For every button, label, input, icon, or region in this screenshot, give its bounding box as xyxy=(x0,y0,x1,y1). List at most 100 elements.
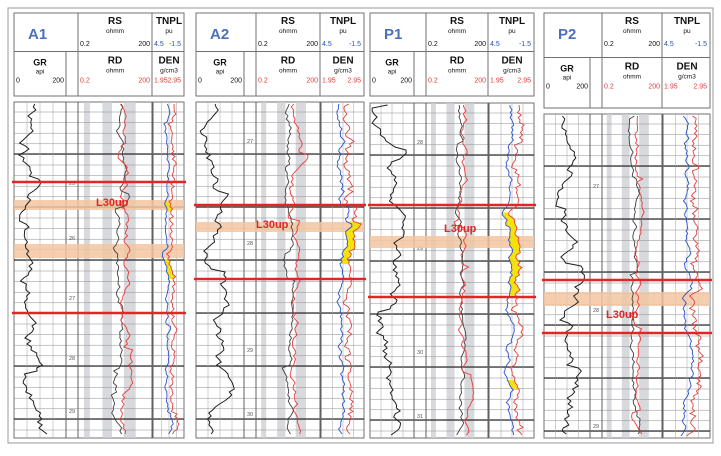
tnpl-scale-max: -1.5 xyxy=(169,41,181,48)
den-track-name: DEN xyxy=(501,56,522,67)
rs-track-unit: ohmm xyxy=(106,28,124,35)
den-track-unit: g/cm3 xyxy=(503,68,521,75)
gr-scale-min: 0 xyxy=(372,78,376,85)
gr-track-name: GR xyxy=(33,58,47,68)
gr-curve xyxy=(555,115,585,435)
gr-scale-max: 200 xyxy=(576,84,588,91)
den-track-name: DEN xyxy=(332,56,353,67)
gr-track-unit: api xyxy=(36,69,45,76)
header-box xyxy=(543,12,711,109)
well-title: P2 xyxy=(558,26,576,43)
gr-curve xyxy=(199,103,235,435)
depth-tick-label: 29 xyxy=(69,409,75,415)
gr-track-name: GR xyxy=(560,64,574,74)
den-track-name: DEN xyxy=(676,62,697,73)
track-frame xyxy=(13,101,185,439)
rd-track-unit: ohmm xyxy=(279,68,297,75)
tnpl-scale-min: 4.5 xyxy=(154,41,164,48)
tnpl-scale-max: -1.5 xyxy=(519,41,531,48)
rd-scale-max: 200 xyxy=(474,78,486,85)
den-curve xyxy=(336,103,353,435)
depth-tick-label: 28 xyxy=(247,241,253,247)
tnpl-track-unit: pu xyxy=(683,28,691,35)
well-title: P1 xyxy=(384,26,402,43)
den-scale-max: 2.95 xyxy=(693,84,707,91)
gr-scale-min: 0 xyxy=(546,84,550,91)
gr-scale-min: 0 xyxy=(16,78,20,85)
rd-scale-max: 200 xyxy=(306,78,318,85)
gr-curve xyxy=(17,103,48,435)
crossover-fill xyxy=(163,259,176,279)
gr-scale-min: 0 xyxy=(198,78,202,85)
header-box xyxy=(195,12,365,97)
tnpl-track-name: TNPL xyxy=(156,16,182,27)
rd-curve xyxy=(453,104,474,436)
resistivity-shade xyxy=(83,102,90,438)
resistivity-shade xyxy=(606,114,612,438)
rs-curve xyxy=(281,103,296,435)
depth-tick-label: 27 xyxy=(69,296,75,302)
sand-zone-band xyxy=(14,200,184,210)
rs-track-name: RS xyxy=(450,16,464,27)
depth-tick-label: 29 xyxy=(593,424,599,430)
depth-tick-label: 28 xyxy=(417,140,423,146)
rs-track-name: RS xyxy=(108,16,122,27)
rs-curve xyxy=(454,104,467,436)
depth-tick-label: 30 xyxy=(247,412,253,418)
tnpl-curve xyxy=(165,103,180,435)
rd-scale-min: 0.2 xyxy=(80,78,90,85)
depth-tick-label: 27 xyxy=(593,184,599,190)
tnpl-track-unit: pu xyxy=(339,28,347,35)
resistivity-shade xyxy=(464,103,475,438)
den-curve xyxy=(161,103,174,435)
tnpl-scale-min: 4.5 xyxy=(490,41,500,48)
sand-zone-band xyxy=(14,244,184,258)
gr-track-unit: api xyxy=(388,69,397,76)
rd-scale-min: 0.2 xyxy=(428,78,438,85)
formation-marker-label: L30up xyxy=(96,197,129,209)
gr-track-name: GR xyxy=(385,58,399,68)
crossover-fill xyxy=(339,221,362,264)
den-track-unit: g/cm3 xyxy=(678,74,696,81)
gr-curve xyxy=(371,104,407,436)
tnpl-track-name: TNPL xyxy=(674,16,700,27)
den-scale-min: 1.95 xyxy=(664,84,678,91)
gr-track-unit: api xyxy=(216,69,225,76)
rs-track-unit: ohmm xyxy=(448,28,466,35)
gr-scale-max: 200 xyxy=(52,78,64,85)
rd-scale-min: 0.2 xyxy=(604,84,614,91)
depth-tick-label: 27 xyxy=(247,139,253,145)
resistivity-shade xyxy=(277,102,286,438)
rs-scale-max: 200 xyxy=(138,41,150,48)
rd-scale-max: 200 xyxy=(138,78,150,85)
rs-curve xyxy=(110,103,130,435)
rs-track-name: RS xyxy=(281,16,295,27)
rd-curve xyxy=(629,115,645,435)
rd-track-name: RD xyxy=(625,62,639,73)
header-box xyxy=(13,12,185,97)
depth-tick-label: 26 xyxy=(69,236,75,242)
resistivity-shade xyxy=(123,102,136,438)
rd-scale-min: 0.2 xyxy=(258,78,268,85)
tnpl-track-name: TNPL xyxy=(330,16,356,27)
depth-tick-label: 30 xyxy=(417,350,423,356)
header-box xyxy=(369,12,535,97)
sand-zone-band xyxy=(196,222,364,232)
resistivity-shade xyxy=(430,103,436,438)
depth-tick-label: 29 xyxy=(247,348,253,354)
rs-curve xyxy=(627,115,641,435)
resistivity-shade xyxy=(621,114,630,438)
rd-track-name: RD xyxy=(108,56,122,67)
tnpl-scale-max: -1.5 xyxy=(695,41,707,48)
rs-track-name: RS xyxy=(625,16,639,27)
depth-tick-label: 28 xyxy=(69,356,75,362)
sand-zone-band xyxy=(370,236,534,248)
gr-track-unit: api xyxy=(563,75,572,82)
depth-tick-label: 29 xyxy=(417,246,423,252)
rs-track-unit: ohmm xyxy=(623,28,641,35)
resistivity-shade xyxy=(639,114,649,438)
den-curve xyxy=(501,104,515,436)
